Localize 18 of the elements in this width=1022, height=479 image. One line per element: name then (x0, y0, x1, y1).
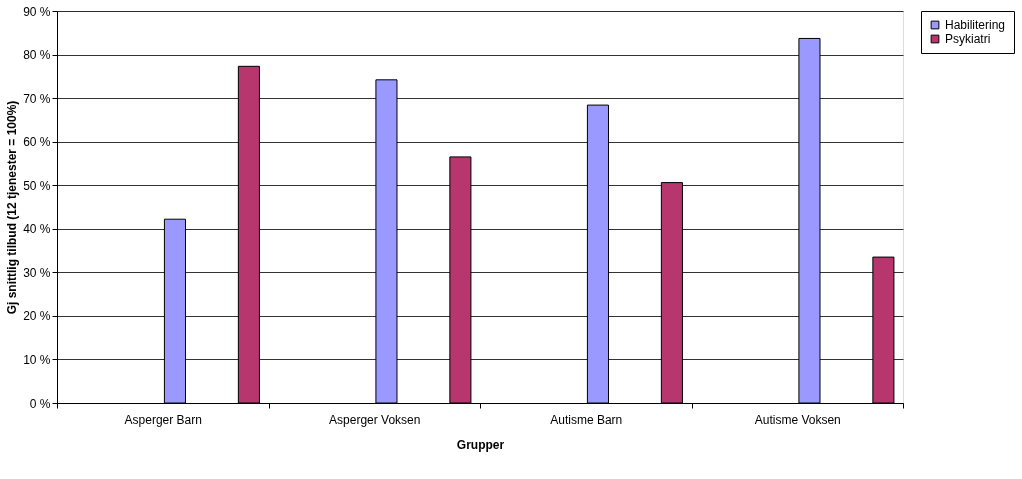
y-tick-label: 20 % (23, 309, 51, 324)
legend-label: Psykiatri (945, 32, 991, 46)
x-axis-title: Grupper (456, 437, 505, 452)
legend-label: Habilitering (945, 18, 1006, 32)
y-tick-label: 60 % (23, 135, 51, 150)
y-axis-title: Gj snittlig tilbud (12 tjenester = 100%) (5, 100, 20, 315)
y-tick-label: 30 % (23, 265, 51, 280)
y-tick-label: 90 % (23, 4, 51, 19)
y-tick-label: 50 % (23, 178, 51, 193)
y-tick-label: 80 % (23, 48, 51, 63)
x-tick-label: Asperger Barn (124, 412, 202, 427)
x-tick-label: Asperger Voksen (329, 412, 421, 427)
y-tick-label: 0 % (29, 396, 51, 411)
x-tick-label: Autisme Voksen (754, 412, 841, 427)
y-tick-label: 40 % (23, 222, 51, 237)
x-tick-label: Autisme Barn (550, 412, 623, 427)
y-tick-label: 70 % (23, 91, 51, 106)
y-tick-label: 10 % (23, 352, 51, 367)
